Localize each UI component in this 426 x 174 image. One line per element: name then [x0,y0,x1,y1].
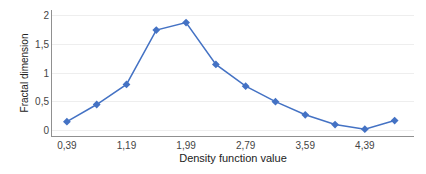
svg-text:2: 2 [43,10,49,21]
svg-text:4,39: 4,39 [355,140,375,151]
svg-text:Density function value: Density function value [179,152,287,164]
svg-text:1,5: 1,5 [35,39,49,50]
svg-text:1,99: 1,99 [176,140,196,151]
svg-text:2,79: 2,79 [236,140,256,151]
svg-text:3,59: 3,59 [296,140,316,151]
svg-text:0,39: 0,39 [57,140,77,151]
svg-text:1,19: 1,19 [117,140,137,151]
svg-text:0: 0 [43,125,49,136]
svg-text:0,5: 0,5 [35,96,49,107]
svg-text:1: 1 [43,68,49,79]
svg-text:Fractal dimension: Fractal dimension [19,34,30,113]
